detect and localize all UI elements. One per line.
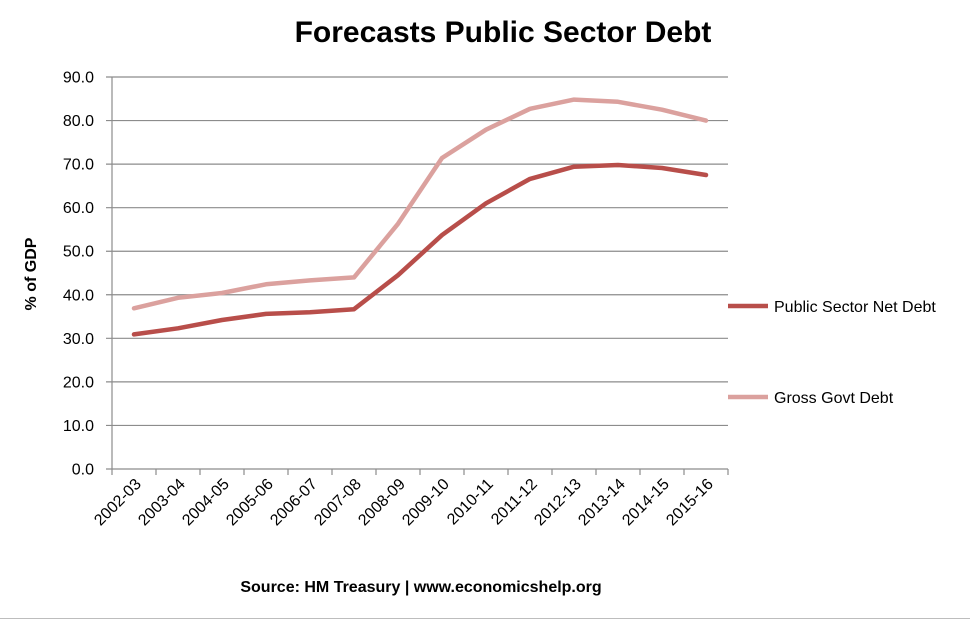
x-tick-labels: 2002-032003-042004-052005-062006-072007-… <box>91 476 717 530</box>
x-tick-label: 2009-10 <box>399 476 453 530</box>
series-line-gross-debt <box>131 97 709 311</box>
chart-title: Forecasts Public Sector Debt <box>295 16 712 49</box>
legend: Public Sector Net Debt Gross Govt Debt <box>728 299 936 407</box>
y-tick-label: 20.0 <box>63 374 94 391</box>
gridlines <box>106 76 728 427</box>
y-tick-label: 10.0 <box>63 418 94 435</box>
y-tick-label: 80.0 <box>63 113 94 130</box>
y-tick-label: 70.0 <box>63 157 94 174</box>
x-tick-label: 2014-15 <box>619 476 673 530</box>
x-tick-label: 2012-13 <box>531 476 585 530</box>
series-line-net-debt <box>131 162 709 337</box>
x-tick-label: 2011-12 <box>488 476 541 529</box>
y-axis-label: % of GDP <box>23 237 40 310</box>
x-tick-label: 2007-08 <box>311 476 365 530</box>
x-tick-label: 2008-09 <box>355 476 409 530</box>
source-note: Source: HM Treasury | www.economicshelp.… <box>240 579 601 596</box>
y-tick-labels: 0.0 10.0 20.0 30.0 40.0 50.0 60.0 70.0 80.0 90.0 <box>63 70 94 479</box>
series-lines <box>131 97 709 337</box>
y-tick-label: 90.0 <box>63 70 94 87</box>
x-tick-label: 2013-14 <box>575 476 629 530</box>
x-tick-label: 2015-16 <box>663 476 717 530</box>
y-tick-label: 60.0 <box>63 200 94 217</box>
axes <box>106 77 729 475</box>
y-tick-label: 0.0 <box>72 462 94 479</box>
x-tick-label: 2003-04 <box>135 476 189 530</box>
y-tick-label: 30.0 <box>63 331 94 348</box>
bottom-divider <box>0 618 970 619</box>
y-tick-label: 50.0 <box>63 244 94 261</box>
x-tick-label: 2010-11 <box>444 476 497 529</box>
y-tick-label: 40.0 <box>63 287 94 304</box>
x-tick-label: 2006-07 <box>267 476 321 530</box>
x-tick-label: 2002-03 <box>91 476 145 530</box>
x-tick-label: 2004-05 <box>179 476 233 530</box>
x-tick-label: 2005-06 <box>223 476 277 530</box>
legend-label: Gross Govt Debt <box>774 390 894 407</box>
legend-label: Public Sector Net Debt <box>774 299 936 316</box>
